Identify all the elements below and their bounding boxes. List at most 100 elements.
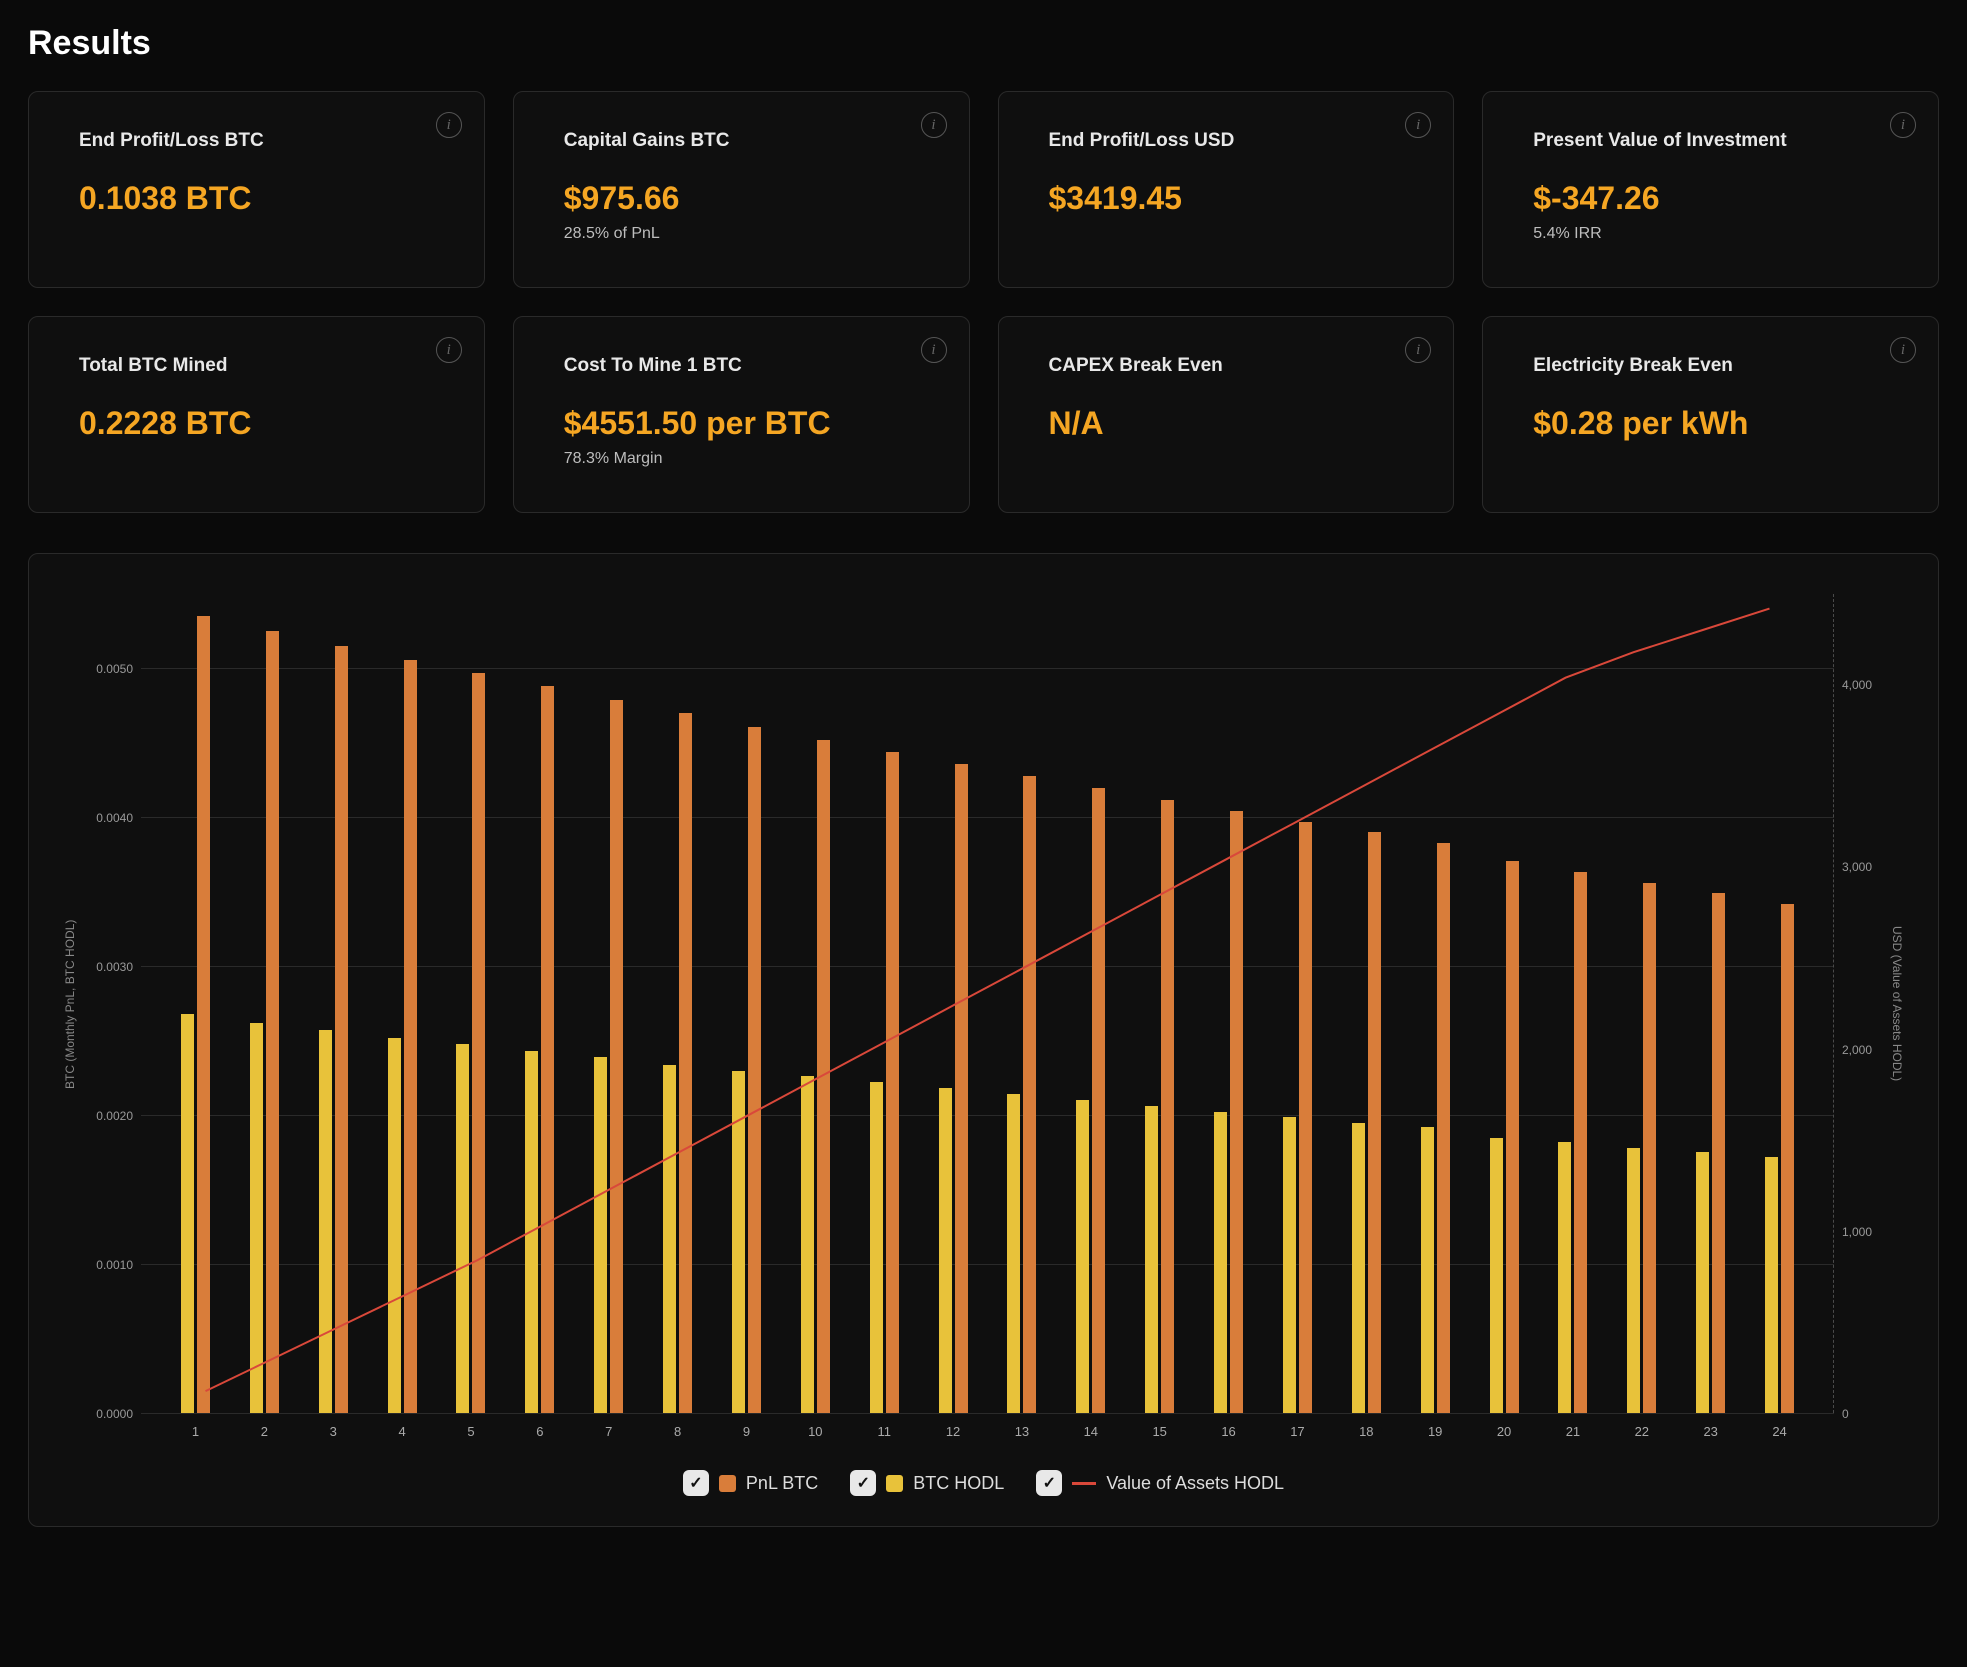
bar-pnl-btc[interactable]: [1368, 832, 1381, 1413]
bar-pnl-btc[interactable]: [472, 673, 485, 1413]
bar-btc-hodl[interactable]: [1627, 1148, 1640, 1413]
y-left-tick: 0.0010: [96, 1258, 133, 1272]
bar-btc-hodl[interactable]: [319, 1030, 332, 1413]
y-right-tick: 0: [1842, 1407, 1849, 1421]
bar-pnl-btc[interactable]: [610, 700, 623, 1413]
info-icon[interactable]: i: [921, 337, 947, 363]
bar-pnl-btc[interactable]: [541, 686, 554, 1413]
bar-group: 14: [1056, 594, 1125, 1413]
bar-pnl-btc[interactable]: [1781, 904, 1794, 1413]
bar-btc-hodl[interactable]: [250, 1023, 263, 1413]
bar-group: 24: [1745, 594, 1814, 1413]
bar-btc-hodl[interactable]: [1696, 1152, 1709, 1413]
info-icon[interactable]: i: [1890, 112, 1916, 138]
y-left-tick: 0.0050: [96, 662, 133, 676]
result-card: iCost To Mine 1 BTC$4551.50 per BTC78.3%…: [513, 316, 970, 513]
bar-btc-hodl[interactable]: [732, 1071, 745, 1413]
info-icon[interactable]: i: [436, 112, 462, 138]
card-label: End Profit/Loss BTC: [79, 130, 434, 152]
bar-pnl-btc[interactable]: [1023, 776, 1036, 1413]
info-icon[interactable]: i: [436, 337, 462, 363]
bar-btc-hodl[interactable]: [939, 1088, 952, 1413]
y-left-tick: 0.0020: [96, 1109, 133, 1123]
bar-btc-hodl[interactable]: [1421, 1127, 1434, 1413]
bar-btc-hodl[interactable]: [1076, 1100, 1089, 1413]
card-subtext: 28.5% of PnL: [564, 225, 919, 243]
bar-group: 15: [1125, 594, 1194, 1413]
card-label: Total BTC Mined: [79, 355, 434, 377]
x-tick: 5: [467, 1424, 474, 1439]
bar-btc-hodl[interactable]: [456, 1044, 469, 1413]
bar-pnl-btc[interactable]: [335, 646, 348, 1413]
x-tick: 20: [1497, 1424, 1511, 1439]
bar-btc-hodl[interactable]: [663, 1065, 676, 1413]
y-right-tick: 3,000: [1842, 860, 1872, 874]
legend-checkbox[interactable]: ✓: [683, 1470, 709, 1496]
bar-pnl-btc[interactable]: [817, 740, 830, 1413]
y-right-tick: 4,000: [1842, 678, 1872, 692]
card-value: $0.28 per kWh: [1533, 405, 1888, 442]
bar-group: 9: [712, 594, 781, 1413]
y-axis-right-ticks: 4,0003,0002,0001,0000: [1834, 594, 1886, 1414]
legend-item[interactable]: ✓ BTC HODL: [850, 1470, 1004, 1496]
bar-pnl-btc[interactable]: [1643, 883, 1656, 1413]
bar-pnl-btc[interactable]: [1574, 872, 1587, 1413]
legend-item[interactable]: ✓Value of Assets HODL: [1036, 1470, 1284, 1496]
bar-group: 13: [988, 594, 1057, 1413]
legend-checkbox[interactable]: ✓: [1036, 1470, 1062, 1496]
card-label: Electricity Break Even: [1533, 355, 1888, 377]
legend-label: BTC HODL: [913, 1473, 1004, 1494]
bar-pnl-btc[interactable]: [1299, 822, 1312, 1413]
bar-group: 7: [574, 594, 643, 1413]
bar-btc-hodl[interactable]: [594, 1057, 607, 1413]
bar-pnl-btc[interactable]: [1712, 893, 1725, 1413]
bar-group: 20: [1470, 594, 1539, 1413]
bar-group: 22: [1607, 594, 1676, 1413]
bar-btc-hodl[interactable]: [801, 1076, 814, 1413]
bar-btc-hodl[interactable]: [1214, 1112, 1227, 1413]
bar-pnl-btc[interactable]: [1506, 861, 1519, 1413]
bar-group: 5: [437, 594, 506, 1413]
bar-pnl-btc[interactable]: [1437, 843, 1450, 1413]
bar-btc-hodl[interactable]: [1145, 1106, 1158, 1413]
bar-btc-hodl[interactable]: [1283, 1117, 1296, 1413]
bar-btc-hodl[interactable]: [1352, 1123, 1365, 1413]
gridline: [141, 1413, 1834, 1414]
bar-btc-hodl[interactable]: [870, 1082, 883, 1413]
bar-group: 6: [505, 594, 574, 1413]
bar-pnl-btc[interactable]: [266, 631, 279, 1413]
legend-item[interactable]: ✓PnL BTC: [683, 1470, 818, 1496]
bar-btc-hodl[interactable]: [1558, 1142, 1571, 1413]
info-icon[interactable]: i: [921, 112, 947, 138]
bar-pnl-btc[interactable]: [886, 752, 899, 1413]
card-subtext: 5.4% IRR: [1533, 225, 1888, 243]
bar-btc-hodl[interactable]: [1007, 1094, 1020, 1413]
bar-group: 4: [368, 594, 437, 1413]
legend-checkbox[interactable]: ✓: [850, 1470, 876, 1496]
x-tick: 14: [1084, 1424, 1098, 1439]
plot-area: 123456789101112131415161718192021222324: [141, 594, 1834, 1414]
bar-pnl-btc[interactable]: [1230, 811, 1243, 1413]
bar-pnl-btc[interactable]: [748, 727, 761, 1413]
info-icon[interactable]: i: [1890, 337, 1916, 363]
x-tick: 2: [261, 1424, 268, 1439]
bar-pnl-btc[interactable]: [1092, 788, 1105, 1413]
bar-btc-hodl[interactable]: [525, 1051, 538, 1413]
bar-btc-hodl[interactable]: [388, 1038, 401, 1413]
bar-btc-hodl[interactable]: [181, 1014, 194, 1413]
info-icon[interactable]: i: [1405, 112, 1431, 138]
x-tick: 11: [877, 1424, 891, 1439]
bar-btc-hodl[interactable]: [1765, 1157, 1778, 1413]
info-icon[interactable]: i: [1405, 337, 1431, 363]
bar-btc-hodl[interactable]: [1490, 1138, 1503, 1413]
bar-pnl-btc[interactable]: [955, 764, 968, 1413]
bar-pnl-btc[interactable]: [1161, 800, 1174, 1414]
bar-pnl-btc[interactable]: [679, 713, 692, 1413]
bar-pnl-btc[interactable]: [404, 660, 417, 1413]
result-card: iCapital Gains BTC$975.6628.5% of PnL: [513, 91, 970, 288]
y-axis-left-label: BTC (Monthly PnL, BTC HODL): [59, 594, 81, 1414]
bar-pnl-btc[interactable]: [197, 616, 210, 1413]
y-left-tick: 0.0030: [96, 960, 133, 974]
y-right-tick: 2,000: [1842, 1043, 1872, 1057]
card-value: $4551.50 per BTC: [564, 405, 919, 442]
